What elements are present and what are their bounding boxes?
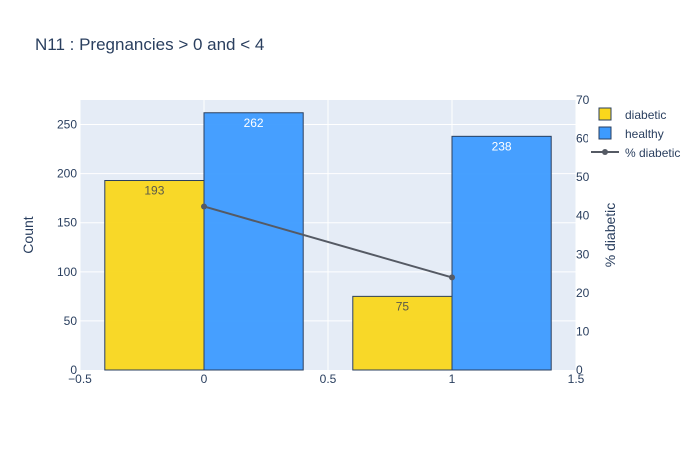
percent-line [201,203,455,281]
legend-item-healthy[interactable]: healthy [598,126,664,141]
bar-healthy-0[interactable] [203,112,304,371]
y2-tick-label: 60 [576,132,590,146]
x-tick-label: −0.5 [68,372,92,386]
y2-tick-label: 10 [576,324,590,338]
bar-label-healthy-1: 238 [492,139,512,153]
y2-tick-label: 40 [576,209,590,223]
legend-marker-percent-diabetic [602,149,608,155]
y2-axis-title: % diabetic [602,203,618,268]
x-tick-label: 0.5 [320,372,337,386]
y2-tick-label: 20 [576,286,590,300]
y-tick-label: 50 [64,314,78,328]
x-tick-label: 1 [449,372,456,386]
bar-labels: 193 75 262 238 [144,116,512,314]
legend-label-healthy: healthy [625,127,664,141]
y-axis-title: Count [20,216,36,253]
point-percent-diabetic-1[interactable] [449,274,455,281]
y-tick-label: 0 [70,363,77,377]
y2-tick-label: 30 [576,247,590,261]
bar-diabetic-1[interactable] [352,295,453,371]
point-percent-diabetic-0[interactable] [201,203,207,210]
bar-diabetic-0[interactable] [104,180,205,371]
y2-tick-label: 70 [576,93,590,107]
x-tick-label: 1.5 [568,372,585,386]
x-tick-label: 0 [201,372,208,386]
bars [104,112,552,371]
y2-tick-label: 0 [576,363,583,377]
legend-swatch-diabetic [598,107,612,121]
legend-item-percent-diabetic[interactable]: % diabetic [591,146,680,160]
line-percent-diabetic[interactable] [203,205,453,279]
y-tick-label: 100 [57,265,77,279]
bar-label-diabetic-1: 75 [396,299,410,313]
legend[interactable]: diabetic healthy % diabetic [588,103,688,163]
y-tick-label: 200 [57,167,77,181]
y2-tick-label: 50 [576,170,590,184]
legend-label-percent-diabetic: % diabetic [625,146,680,160]
bar-healthy-1[interactable] [451,135,552,371]
bar-label-diabetic-0: 193 [144,184,164,198]
axes: −0.5 0 0.5 1 1.50501001502002500102030405060… [57,93,590,386]
y-tick-label: 150 [57,216,77,230]
legend-swatch-healthy [598,126,612,140]
legend-item-diabetic[interactable]: diabetic [598,107,666,122]
chart-title: N11 : Pregnancies > 0 and < 4 [35,35,264,54]
y-tick-label: 250 [57,118,77,132]
legend-label-diabetic: diabetic [625,108,666,122]
bar-label-healthy-0: 262 [244,116,264,130]
